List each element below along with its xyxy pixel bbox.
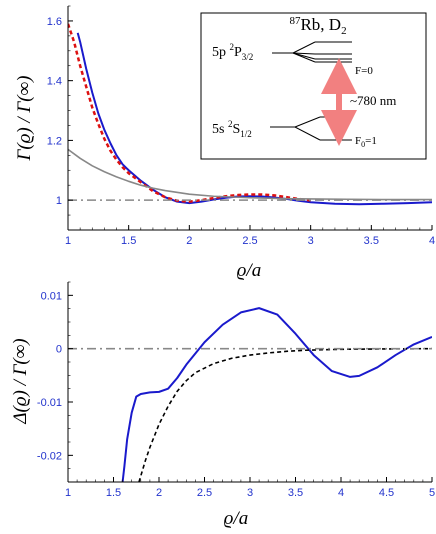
energy-level-inset: 87Rb, D2 5p 2P3/2 5s 2S1/2 F=0 F0=1 ~780… xyxy=(200,12,427,160)
chart-top: 1 1.5 2 2.5 3 3.5 4 1 1.2 1.4 1.6 Γ(ϱ) / Γ(∞) ϱ/a xyxy=(14,5,435,281)
bottom-ytick-label: 0.01 xyxy=(41,290,62,302)
wavelength-label: ~780 nm xyxy=(350,93,396,108)
bottom-xtick-label: 1 xyxy=(65,487,71,499)
bottom-xlabel: ϱ/a xyxy=(224,508,248,529)
bottom-xtick-label: 5 xyxy=(429,487,435,499)
bottom-xtick-label: 2.5 xyxy=(197,487,212,499)
top-series-1-line xyxy=(68,23,311,203)
bottom-ytick-label: -0.02 xyxy=(37,450,62,462)
top-ytick-label: 1.4 xyxy=(47,76,62,88)
bottom-series-1-line xyxy=(138,347,432,482)
bottom-xtick-label: 3 xyxy=(247,487,253,499)
top-plot-area xyxy=(68,23,432,206)
top-xtick-label: 4 xyxy=(429,235,435,247)
top-xtick-label: 3.5 xyxy=(364,235,379,247)
bottom-series-0-line xyxy=(121,307,432,482)
upper-f-label: F=0 xyxy=(355,65,373,77)
top-xtick-label: 1.5 xyxy=(121,235,136,247)
lower-level-label: 5s 2S1/2 xyxy=(212,119,252,139)
bottom-xtick-label: 1.5 xyxy=(106,487,121,499)
top-xtick-label: 1 xyxy=(65,235,71,247)
top-xtick-label: 2 xyxy=(186,235,192,247)
inset-title: 87Rb, D2 xyxy=(289,15,346,37)
lower-f-label: F0=1 xyxy=(355,135,377,149)
top-ytick-label: 1 xyxy=(56,195,62,207)
inset-frame xyxy=(200,12,427,160)
top-series-0-line xyxy=(76,32,432,206)
top-xtick-label: 3 xyxy=(308,235,314,247)
top-series-2-line xyxy=(68,148,432,201)
upper-level-label: 5p 2P3/2 xyxy=(212,42,253,62)
bottom-ytick-label: -0.01 xyxy=(37,397,62,409)
bottom-xtick-label: 2 xyxy=(156,487,162,499)
top-ylabel: Γ(ϱ) / Γ(∞) xyxy=(14,76,35,162)
bottom-xtick-label: 4.5 xyxy=(379,487,394,499)
top-xtick-label: 2.5 xyxy=(242,235,257,247)
bottom-ytick-label: 0 xyxy=(56,344,62,356)
bottom-xtick-label: 4 xyxy=(338,487,344,499)
bottom-ylabel: Δ(ϱ) / Γ(∞) xyxy=(10,338,31,424)
top-ytick-label: 1.2 xyxy=(47,135,62,147)
chart-bottom: 1 1.5 2 2.5 3 3.5 4 4.5 5 -0.02 -0.01 0 0.01 Δ(ϱ) / … xyxy=(10,281,435,529)
bottom-xtick-label: 3.5 xyxy=(288,487,303,499)
bottom-plot-area xyxy=(68,307,432,482)
top-ytick-label: 1.6 xyxy=(47,16,62,28)
top-xlabel: ϱ/a xyxy=(237,260,261,281)
